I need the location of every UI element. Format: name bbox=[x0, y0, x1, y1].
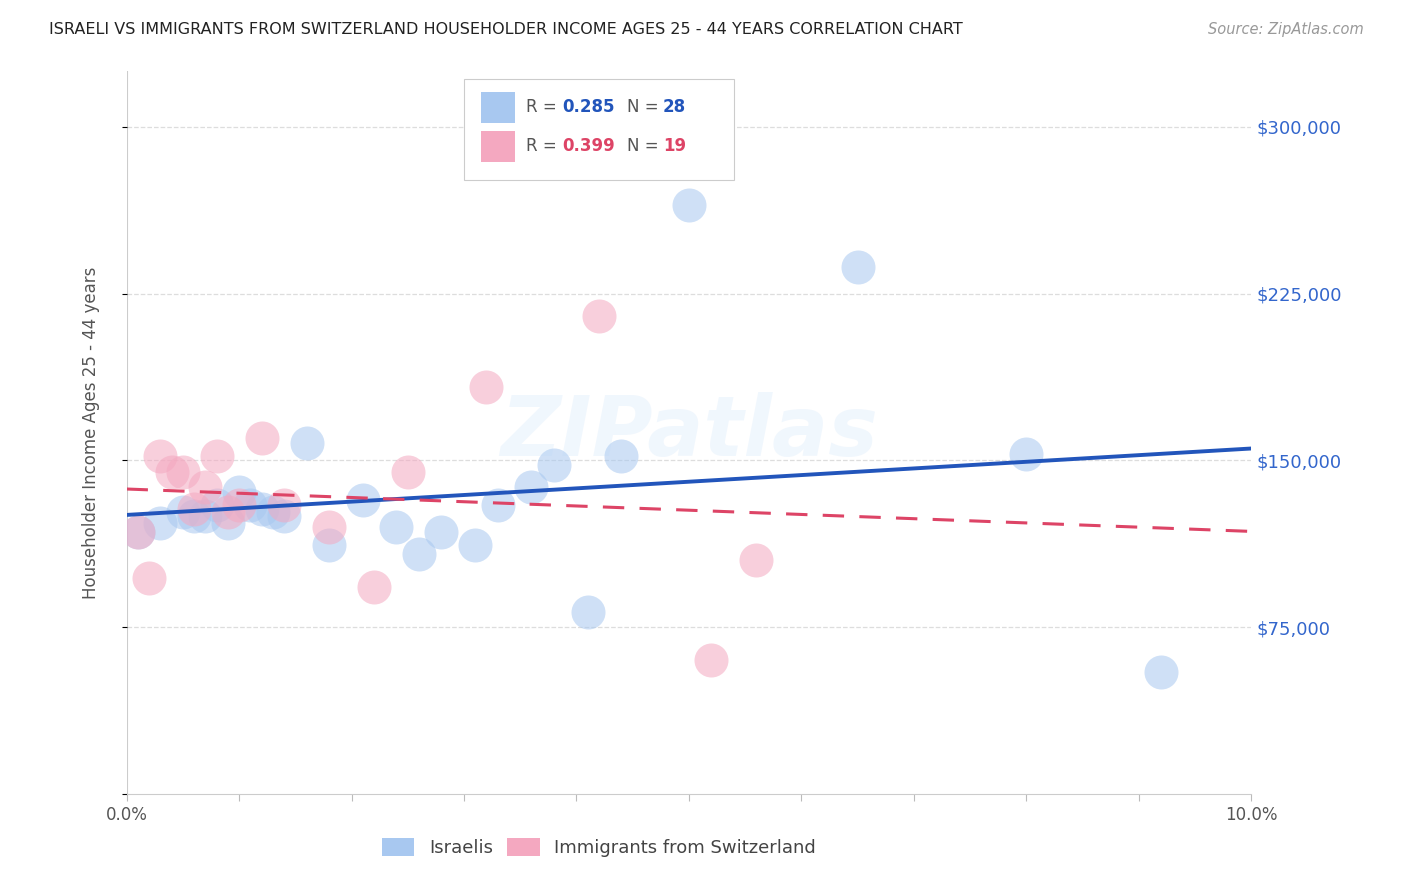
Point bbox=[149, 449, 172, 463]
Point bbox=[318, 538, 340, 552]
Text: 28: 28 bbox=[664, 98, 686, 116]
Point bbox=[149, 516, 172, 530]
Point bbox=[588, 309, 610, 323]
FancyBboxPatch shape bbox=[464, 78, 734, 180]
Point bbox=[183, 508, 205, 523]
Point bbox=[700, 653, 723, 667]
Point bbox=[1150, 665, 1173, 679]
Point bbox=[543, 458, 565, 472]
Point bbox=[250, 431, 273, 445]
Point bbox=[576, 605, 599, 619]
Text: Source: ZipAtlas.com: Source: ZipAtlas.com bbox=[1208, 22, 1364, 37]
Point bbox=[385, 520, 408, 534]
Point bbox=[464, 538, 486, 552]
Point bbox=[475, 380, 498, 394]
Y-axis label: Householder Income Ages 25 - 44 years: Householder Income Ages 25 - 44 years bbox=[82, 267, 100, 599]
Point bbox=[205, 449, 228, 463]
Point bbox=[194, 508, 217, 523]
Point bbox=[430, 524, 453, 539]
Text: 0.399: 0.399 bbox=[562, 137, 614, 155]
Point bbox=[172, 465, 194, 479]
FancyBboxPatch shape bbox=[481, 92, 515, 123]
Point bbox=[396, 465, 419, 479]
Point bbox=[160, 465, 183, 479]
Point bbox=[295, 435, 318, 450]
Point bbox=[408, 547, 430, 561]
Point bbox=[183, 502, 205, 516]
Text: 19: 19 bbox=[664, 137, 686, 155]
Point bbox=[363, 580, 385, 594]
Point bbox=[745, 553, 768, 567]
Point bbox=[217, 516, 239, 530]
Legend: Israelis, Immigrants from Switzerland: Israelis, Immigrants from Switzerland bbox=[382, 838, 815, 857]
Point bbox=[217, 504, 239, 518]
Point bbox=[520, 480, 543, 494]
Point bbox=[194, 480, 217, 494]
Point bbox=[273, 498, 295, 512]
Text: ZIPatlas: ZIPatlas bbox=[501, 392, 877, 473]
Point bbox=[228, 498, 250, 512]
Text: 0.285: 0.285 bbox=[562, 98, 614, 116]
Point bbox=[127, 524, 149, 539]
Point bbox=[846, 260, 869, 274]
Point bbox=[205, 498, 228, 512]
Point bbox=[352, 493, 374, 508]
Point bbox=[127, 524, 149, 539]
Text: N =: N = bbox=[627, 98, 664, 116]
Point bbox=[610, 449, 633, 463]
Point bbox=[138, 571, 160, 585]
Point bbox=[172, 504, 194, 518]
Point bbox=[250, 502, 273, 516]
Point bbox=[318, 520, 340, 534]
Text: ISRAELI VS IMMIGRANTS FROM SWITZERLAND HOUSEHOLDER INCOME AGES 25 - 44 YEARS COR: ISRAELI VS IMMIGRANTS FROM SWITZERLAND H… bbox=[49, 22, 963, 37]
Point bbox=[262, 504, 284, 518]
Point bbox=[678, 198, 700, 212]
Text: N =: N = bbox=[627, 137, 664, 155]
Point bbox=[228, 484, 250, 499]
Text: R =: R = bbox=[526, 98, 562, 116]
Point bbox=[239, 498, 262, 512]
Point bbox=[273, 508, 295, 523]
FancyBboxPatch shape bbox=[481, 130, 515, 161]
Point bbox=[486, 498, 509, 512]
Point bbox=[1015, 447, 1038, 461]
Text: R =: R = bbox=[526, 137, 562, 155]
